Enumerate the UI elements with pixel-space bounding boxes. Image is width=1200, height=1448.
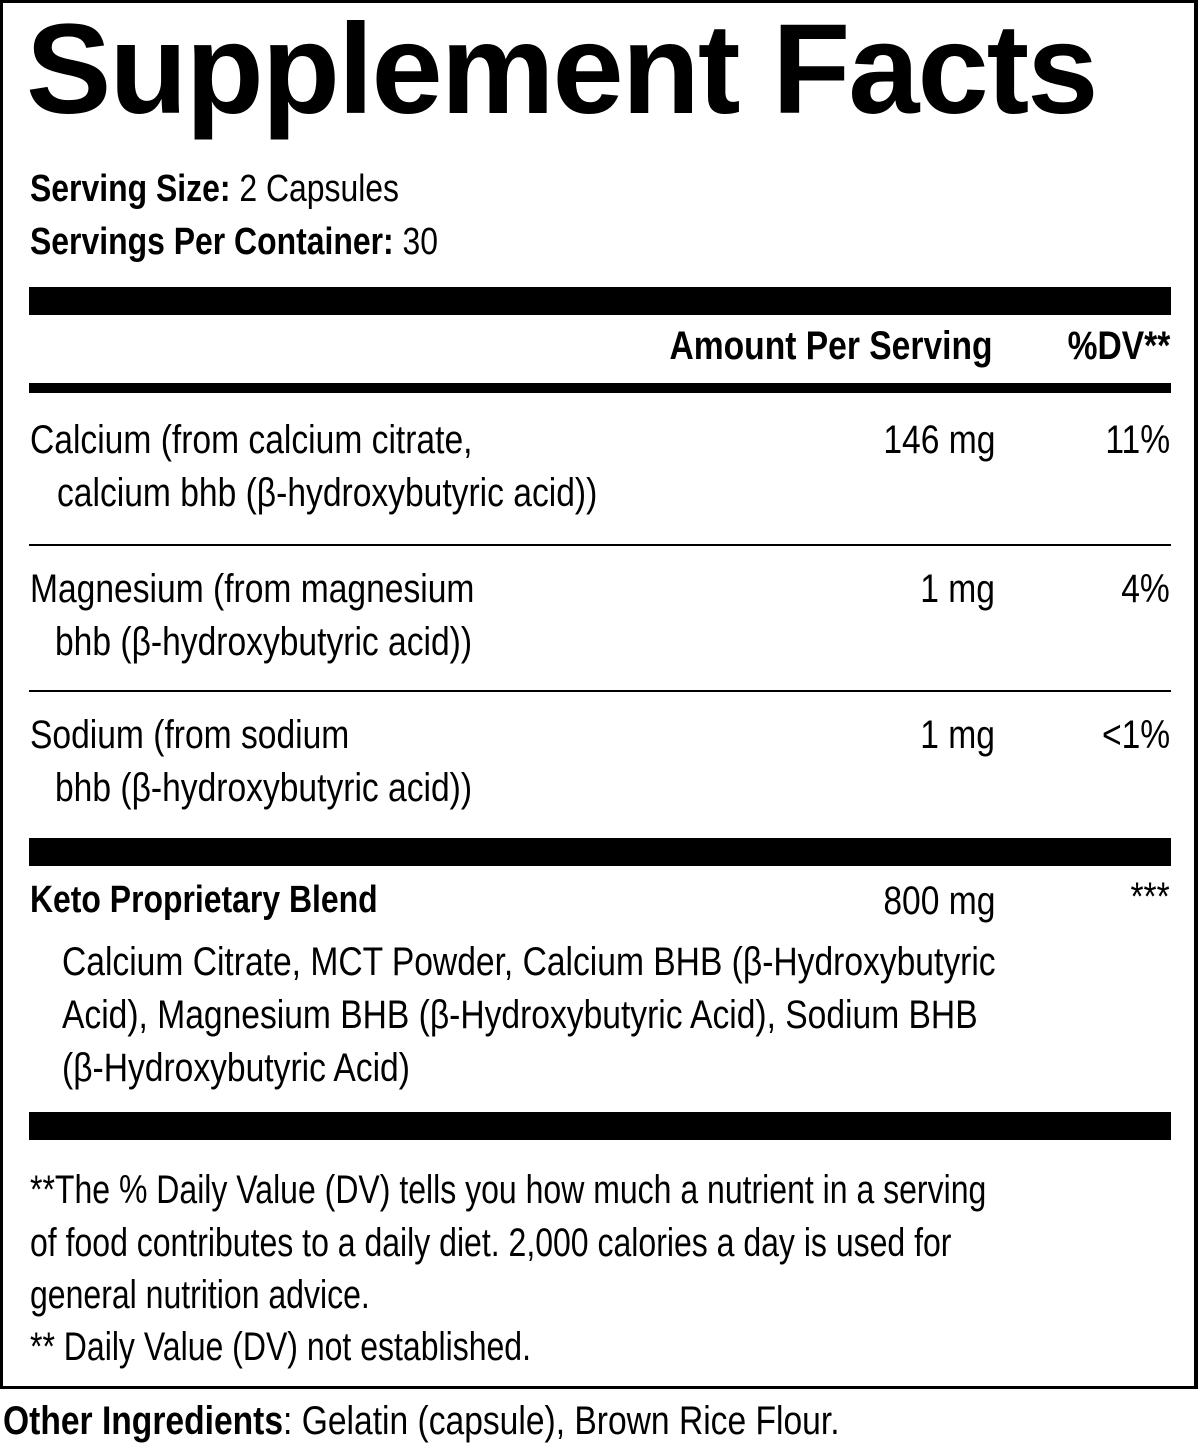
thin-divider (29, 690, 1171, 692)
blend-ingredients-line: Acid), Magnesium BHB (β-Hydroxybutyric A… (62, 993, 978, 1037)
blend-ingredients-line: Calcium Citrate, MCT Powder, Calcium BHB… (62, 940, 996, 984)
blend-name: Keto Proprietary Blend (30, 879, 378, 921)
nutrient-amount: 146 mg (882, 418, 995, 462)
nutrient-dv: 4% (1121, 567, 1170, 611)
thick-divider (29, 1112, 1171, 1140)
servings-per-container: Servings Per Container: 30 (30, 223, 438, 261)
serving-size: Serving Size: 2 Capsules (30, 170, 399, 208)
panel-title: Supplement Facts (26, 0, 1098, 141)
other-ingredients-value: : Gelatin (capsule), Brown Rice Flour. (283, 1399, 840, 1443)
footnote-line: general nutrition advice. (30, 1273, 370, 1317)
nutrient-amount: 1 mg (920, 713, 995, 757)
medium-divider (29, 383, 1171, 393)
serving-size-label: Serving Size: (30, 168, 231, 210)
thin-divider (29, 544, 1171, 546)
servings-per-container-value: 30 (393, 221, 439, 263)
nutrient-name: Calcium (from calcium citrate, (30, 418, 473, 462)
footnote-line: ** Daily Value (DV) not established. (30, 1325, 531, 1369)
nutrient-source: calcium bhb (β-hydroxybutyric acid)) (57, 471, 598, 515)
nutrient-name: Sodium (from sodium (30, 713, 350, 757)
other-ingredients-label: Other Ingredients (3, 1399, 284, 1443)
blend-ingredients-line: (β-Hydroxybutyric Acid) (62, 1046, 410, 1090)
dv-header: %DV** (1067, 324, 1170, 368)
nutrient-amount: 1 mg (920, 567, 995, 611)
nutrient-dv: 11% (1105, 418, 1170, 462)
other-ingredients: Other Ingredients: Gelatin (capsule), Br… (3, 1401, 840, 1441)
footnote-line: of food contributes to a daily diet. 2,0… (30, 1221, 952, 1265)
servings-per-container-label: Servings Per Container: (30, 221, 394, 263)
nutrient-source: bhb (β-hydroxybutyric acid)) (55, 766, 473, 810)
blend-amount: 800 mg (882, 879, 995, 923)
footnote-line: **The % Daily Value (DV) tells you how m… (30, 1168, 987, 1212)
thick-divider (29, 838, 1171, 866)
thick-divider (29, 287, 1171, 315)
amount-per-serving-header: Amount Per Serving (670, 324, 993, 368)
nutrient-name: Magnesium (from magnesium (30, 567, 475, 611)
blend-dv: *** (1130, 875, 1170, 919)
nutrient-dv: <1% (1101, 713, 1170, 757)
serving-size-value: 2 Capsules (230, 168, 400, 210)
supplement-facts-panel (0, 0, 1198, 1389)
nutrient-source: bhb (β-hydroxybutyric acid)) (55, 620, 473, 664)
